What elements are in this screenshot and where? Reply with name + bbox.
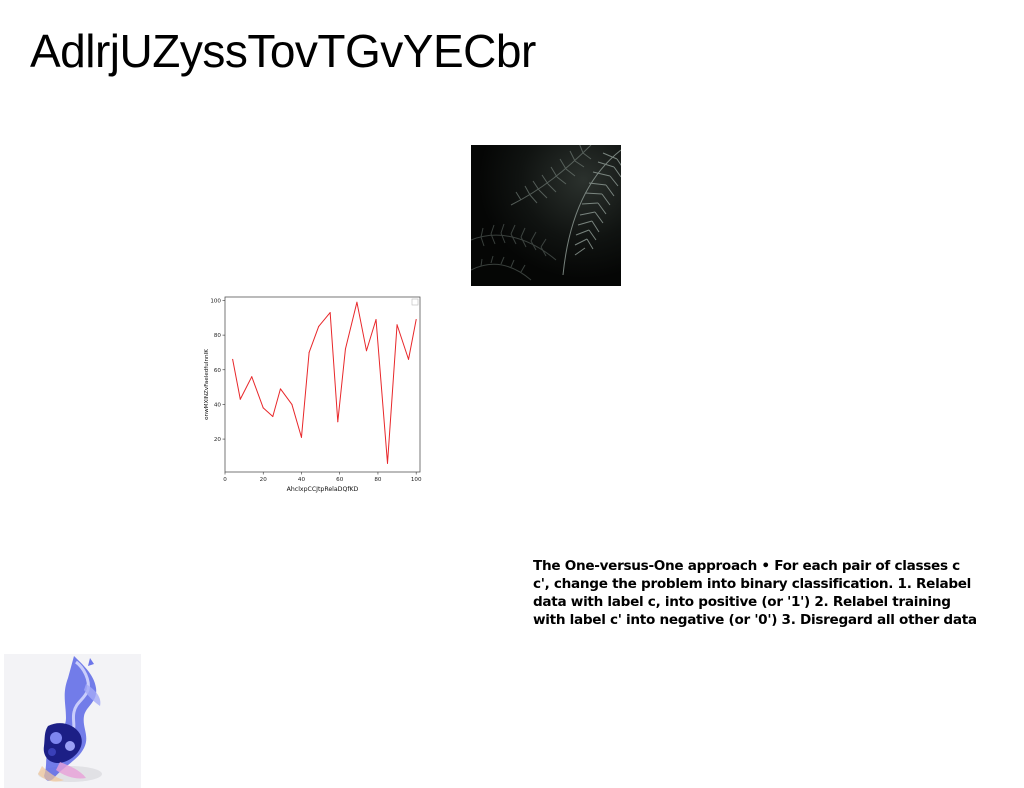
data-point <box>356 301 358 303</box>
data-point <box>337 421 339 423</box>
data-point <box>375 319 377 321</box>
x-tick-label: 60 <box>336 477 344 483</box>
data-point <box>232 358 234 360</box>
y-tick-label: 40 <box>214 402 222 408</box>
plot-area-frame <box>224 296 421 473</box>
x-tick-label: 100 <box>411 477 422 483</box>
data-point <box>387 462 388 464</box>
y-tick-label: 20 <box>214 437 222 443</box>
body-text-paragraph: The One-versus-One approach • For each p… <box>533 558 977 628</box>
y-tick-label: 60 <box>214 368 222 374</box>
data-point <box>318 325 320 327</box>
data-point <box>279 388 281 390</box>
data-point <box>329 312 331 314</box>
y-tick-label: 100 <box>210 298 221 304</box>
fern-photo-artwork <box>471 145 621 286</box>
x-tick-label: 40 <box>298 477 306 483</box>
data-point <box>272 416 274 418</box>
data-point <box>415 319 417 321</box>
x-tick-label: 0 <box>223 477 227 483</box>
x-axis-label: AhclxpCCJtpRelaDQfKD <box>287 486 359 493</box>
abstract-figure-photo <box>4 654 141 788</box>
data-point <box>291 403 293 405</box>
axis-ticks: 0 20 40 60 80 100 20 40 60 80 100 <box>210 298 422 483</box>
data-point <box>396 324 398 326</box>
legend-box <box>411 298 419 306</box>
series-group <box>232 301 417 464</box>
data-point <box>300 436 302 438</box>
fern-photo <box>471 145 621 286</box>
data-point <box>262 407 264 409</box>
data-point <box>365 350 367 352</box>
page-title: AdlrjUZyssTovTGvYECbr <box>30 25 536 77</box>
y-axis-label: onwMXlNZvFaeledfuInnIK <box>204 349 210 420</box>
series-line <box>232 301 417 464</box>
data-point <box>308 351 310 353</box>
line-chart-svg: 0 20 40 60 80 100 20 40 60 80 100 AhclxpCCJtpRelaD… <box>204 296 422 493</box>
line-chart: 0 20 40 60 80 100 20 40 60 80 100 AhclxpCCJtpRelaD… <box>198 292 426 496</box>
x-tick-label: 20 <box>260 477 268 483</box>
y-tick-label: 80 <box>214 333 222 339</box>
data-point <box>344 348 346 350</box>
data-point <box>408 358 410 360</box>
data-point <box>251 376 253 378</box>
abstract-figure-artwork <box>4 654 141 788</box>
data-point <box>239 398 241 400</box>
x-tick-label: 80 <box>374 477 382 483</box>
